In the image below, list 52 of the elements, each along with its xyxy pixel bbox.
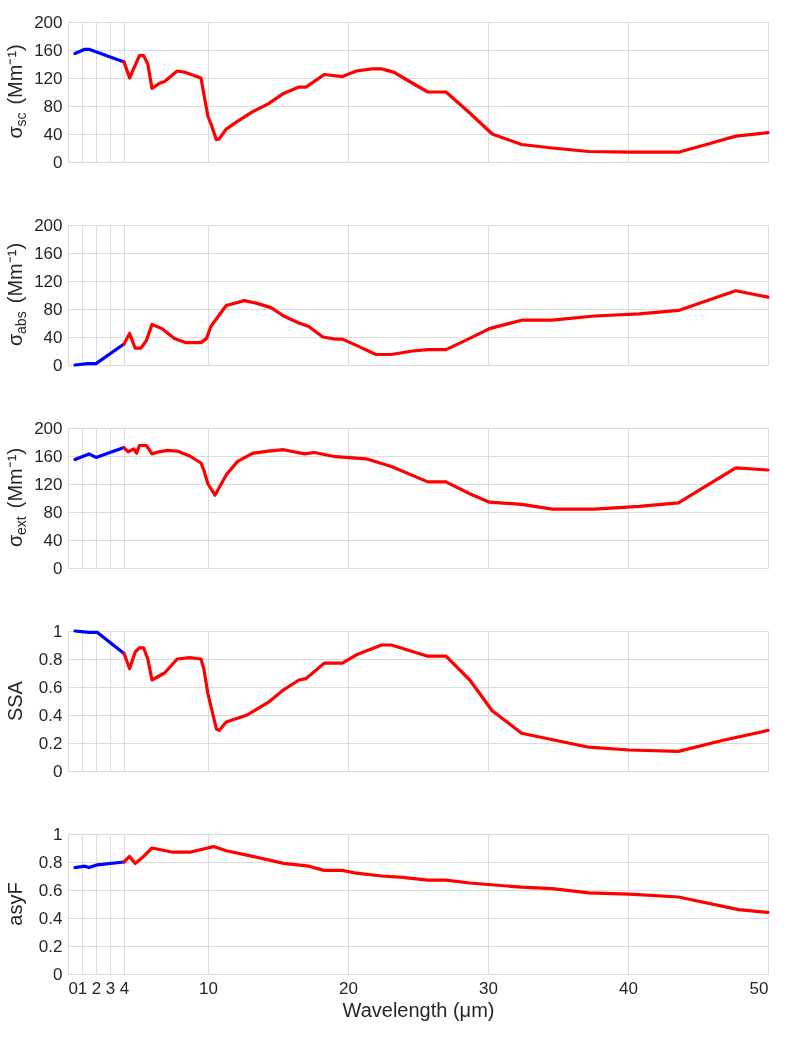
x-tick-label: 4 [119,978,130,998]
y-axis-title: σsc (Mm⁻¹) [4,44,29,139]
y-tick-label: 0.4 [38,705,63,725]
line-series [122,289,770,357]
y-tick-label: 0.8 [38,649,63,669]
y-tick-label: 200 [34,418,63,438]
x-tick-label: 1 [77,978,88,998]
y-tick-label: 160 [34,40,63,60]
y-tick-label: 0.8 [38,852,63,872]
y-axis-title: SSA [4,680,26,722]
x-tick-label: 40 [619,978,638,998]
y-axis-title: σabs (Mm⁻¹) [4,242,29,346]
y-tick-label: 80 [43,299,63,319]
y-axis-title: asyF [4,882,26,926]
y-axis-title: σext (Mm⁻¹) [4,447,29,547]
line-series [73,446,126,462]
y-tick-label: 0.6 [38,880,63,900]
y-tick-label: 0.4 [38,908,63,928]
y-tick-label: 0 [53,355,63,375]
y-tick-label: 0.2 [38,936,63,956]
line-series [122,643,770,753]
y-tick-label: 0 [53,964,63,984]
y-tick-label: 160 [34,446,63,466]
y-tick-label: 200 [34,12,63,32]
x-tick-label: 20 [339,978,358,998]
x-tick-label: 30 [479,978,498,998]
y-tick-label: 0.2 [38,733,63,753]
y-tick-label: 80 [43,502,63,522]
y-tick-label: 200 [34,215,63,235]
y-tick-label: 0 [53,558,63,578]
y-tick-label: 40 [43,530,63,550]
y-tick-label: 0 [53,152,63,172]
y-tick-label: 40 [43,124,63,144]
y-tick-label: 0.6 [38,677,63,697]
y-tick-label: 160 [34,243,63,263]
x-tick-label: 10 [199,978,218,998]
y-tick-label: 80 [43,96,63,116]
y-tick-label: 1 [53,621,63,641]
y-tick-label: 120 [34,271,63,291]
y-tick-label: 0 [53,761,63,781]
x-tick-label: 3 [105,978,116,998]
line-series [122,54,770,154]
y-tick-label: 120 [34,474,63,494]
x-tick-label: 50 [749,978,769,998]
y-tick-label: 120 [34,68,63,88]
line-series [122,443,770,511]
y-tick-label: 40 [43,327,63,347]
x-axis-title: Wavelength (μm) [342,998,495,1021]
x-tick-label: 2 [91,978,102,998]
x-tick-label: 0 [68,978,78,998]
line-series [122,845,770,914]
y-tick-label: 1 [53,824,63,844]
